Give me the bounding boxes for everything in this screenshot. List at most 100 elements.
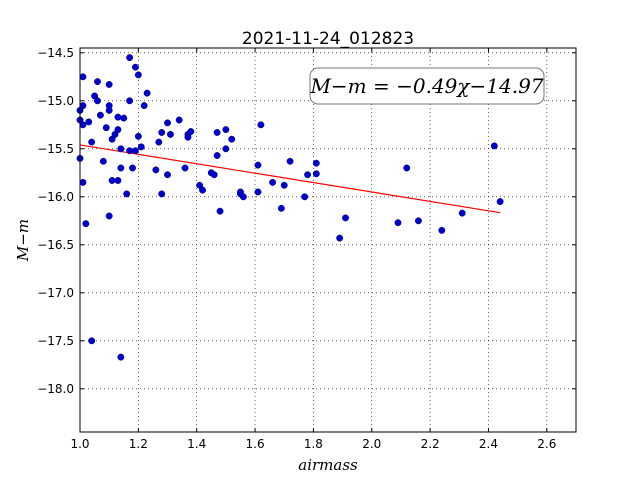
data-point — [222, 126, 230, 134]
data-point — [134, 132, 142, 140]
data-point — [254, 188, 262, 196]
x-tick-label: 2.6 — [537, 437, 556, 451]
y-tick-label: −17.0 — [37, 286, 74, 300]
fit-equation-box: M−m = −0.49χ−14.97 — [309, 67, 545, 105]
x-axis-label: airmass — [298, 456, 358, 474]
data-point — [129, 164, 136, 172]
data-point — [210, 171, 218, 179]
data-point — [114, 126, 122, 134]
data-point — [254, 161, 262, 169]
data-point — [166, 130, 174, 138]
x-tick-label: 1.4 — [187, 437, 206, 451]
data-point — [79, 102, 87, 110]
y-tick-label: −18.0 — [37, 382, 74, 396]
fit-equation: M−m = −0.49χ−14.97 — [309, 74, 543, 98]
data-point — [82, 220, 90, 228]
data-point — [403, 164, 411, 172]
data-points — [76, 54, 504, 361]
data-point — [94, 97, 101, 105]
data-point — [79, 73, 87, 81]
data-point — [131, 147, 139, 155]
data-point — [126, 54, 134, 62]
data-point — [199, 186, 206, 194]
data-point — [155, 138, 163, 146]
axis-ticks: 1.0 1.2 1.4 1.6 1.8 2.0 2.2 2.4 2.6 −14.5 −15.0 −15… — [37, 46, 576, 451]
data-point — [394, 219, 402, 227]
data-point — [114, 177, 122, 184]
data-point — [79, 121, 87, 129]
data-point — [184, 133, 192, 141]
data-point — [126, 97, 134, 105]
data-point — [336, 234, 344, 242]
data-point — [301, 193, 309, 201]
data-point — [286, 157, 294, 165]
fit-line-group — [79, 144, 501, 214]
data-point — [181, 164, 189, 172]
data-point — [490, 142, 498, 150]
data-point — [277, 204, 285, 212]
x-tick-label: 1.6 — [246, 437, 265, 451]
fit-equation-frame — [309, 67, 545, 105]
data-point — [164, 171, 171, 179]
data-point — [222, 145, 230, 153]
data-point — [131, 63, 139, 71]
data-point — [105, 106, 113, 114]
data-point — [123, 190, 131, 198]
data-point — [152, 166, 160, 174]
data-point — [88, 138, 96, 146]
data-point — [438, 226, 446, 234]
data-point — [85, 118, 93, 126]
data-point — [143, 89, 151, 97]
data-point — [114, 113, 122, 121]
data-point — [96, 111, 104, 119]
data-point — [117, 353, 125, 361]
data-point — [414, 217, 422, 225]
y-tick-label: −17.5 — [37, 334, 74, 348]
data-point — [117, 164, 125, 172]
data-point — [458, 209, 466, 217]
data-point — [88, 337, 96, 345]
data-point — [213, 129, 221, 136]
x-tick-label: 2.0 — [362, 437, 381, 451]
data-point — [94, 78, 101, 86]
data-point — [239, 193, 247, 201]
data-point — [269, 178, 277, 186]
data-point — [216, 207, 224, 215]
data-point — [187, 128, 195, 135]
data-point — [134, 71, 142, 79]
data-point — [140, 102, 148, 110]
x-tick-label: 1.0 — [70, 437, 89, 451]
data-point — [105, 212, 113, 220]
y-tick-label: −15.5 — [37, 142, 74, 156]
y-axis-label: M−m — [14, 219, 32, 262]
data-point — [126, 147, 134, 155]
y-tick-label: −15.0 — [37, 94, 74, 108]
x-tick-label: 2.4 — [479, 437, 498, 451]
data-point — [213, 152, 221, 159]
data-point — [257, 121, 265, 129]
plot-frame — [79, 47, 577, 433]
data-point — [137, 143, 145, 151]
data-point — [312, 159, 320, 167]
chart-title: 2021-11-24_012823 — [242, 29, 414, 49]
data-point — [105, 81, 113, 88]
data-point — [280, 181, 288, 189]
y-tick-label: −16.5 — [37, 238, 74, 252]
data-point — [164, 119, 171, 127]
data-point — [175, 116, 183, 124]
data-point — [79, 178, 87, 186]
x-tick-label: 1.2 — [129, 437, 148, 451]
data-point — [99, 157, 107, 165]
data-point — [312, 170, 320, 178]
x-tick-label: 2.2 — [421, 437, 440, 451]
x-tick-label: 1.8 — [304, 437, 323, 451]
data-point — [228, 135, 236, 143]
data-point — [108, 177, 116, 184]
data-point — [304, 171, 312, 179]
fit-line — [79, 144, 501, 214]
data-point — [120, 114, 128, 122]
y-tick-label: −16.0 — [37, 190, 74, 204]
data-point — [158, 190, 166, 198]
data-point — [496, 198, 504, 206]
